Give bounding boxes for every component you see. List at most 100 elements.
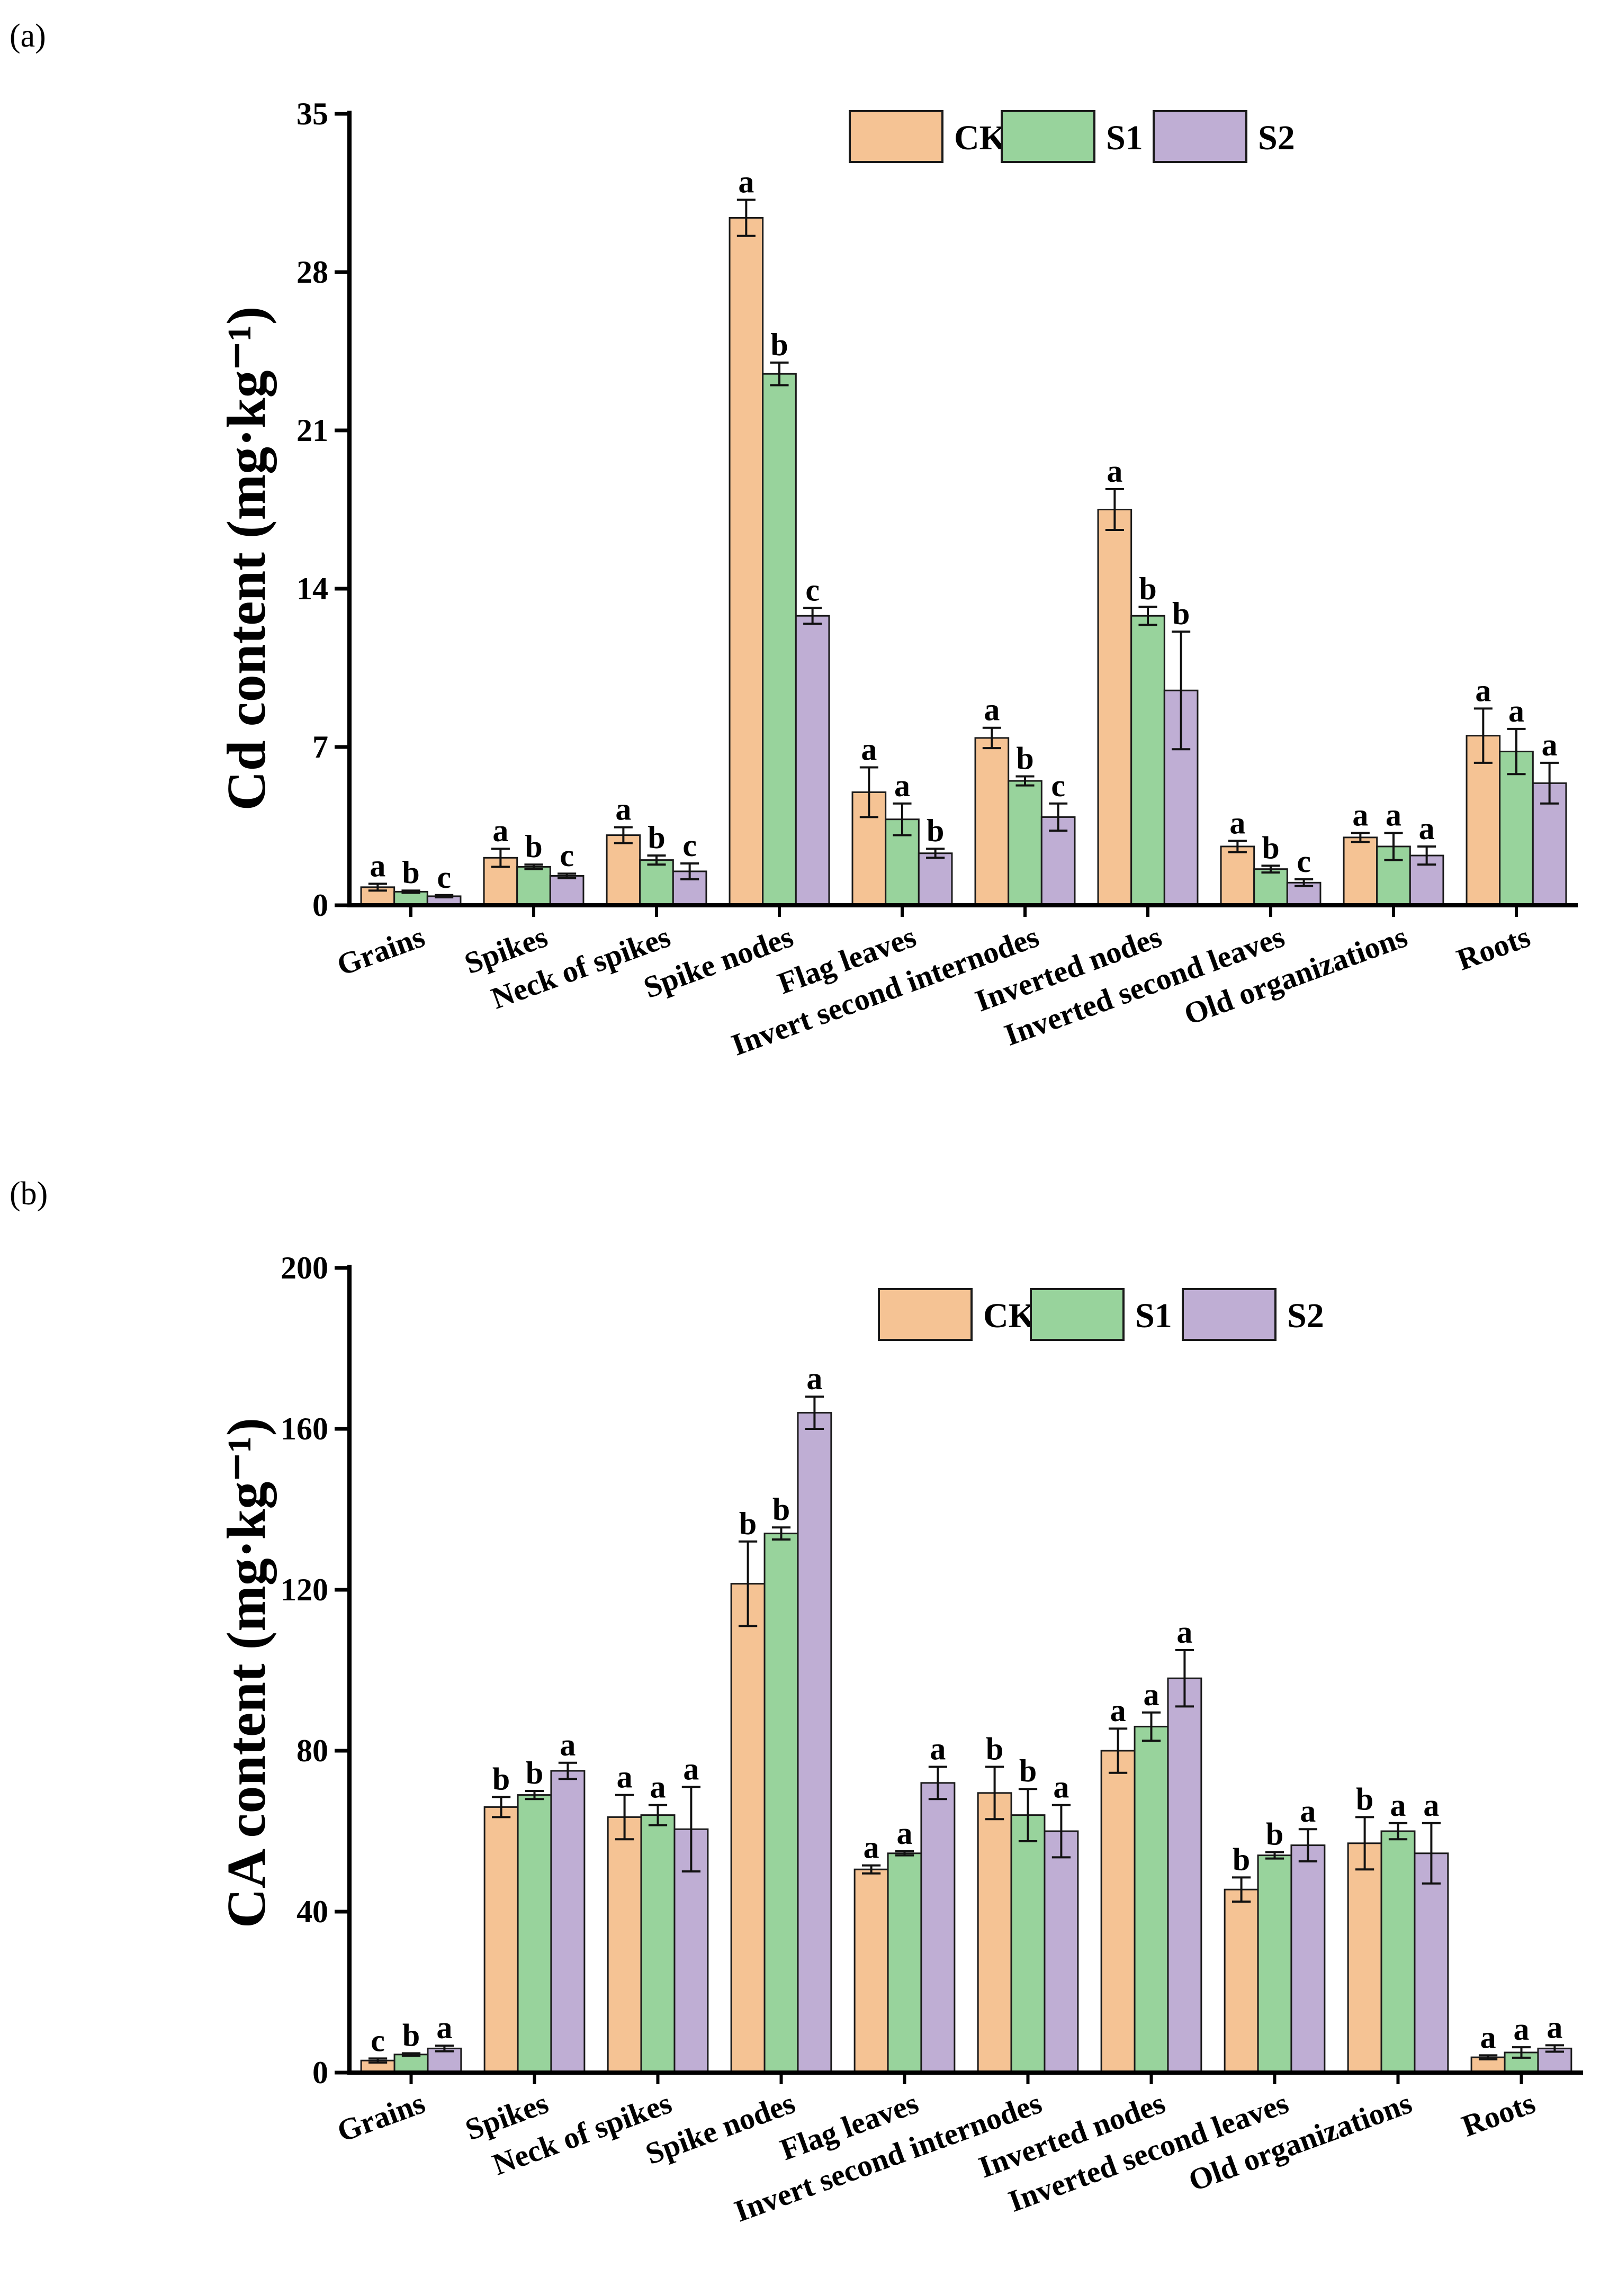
bar-a-S2-1 [549, 875, 585, 906]
bar-a-CK-2 [606, 834, 641, 906]
x-category-label-a-9: Roots [1452, 919, 1534, 977]
error-bar-b-S1-3 [771, 1526, 791, 1541]
bar-b-CK-4 [853, 1868, 889, 2074]
error-bar-b-S1-0 [401, 2052, 421, 2057]
error-bar-a-CK-8 [1351, 832, 1370, 843]
y-tick-label-b-3: 120 [281, 1572, 328, 1607]
sig-letter-b-S2-5: a [1053, 1770, 1069, 1805]
error-bar-a-CK-5 [982, 726, 1001, 750]
sig-letter-b-CK-7: b [1233, 1842, 1250, 1877]
legend-swatch-b-S2[interactable] [1182, 1288, 1277, 1341]
sig-letter-a-S2-6: b [1172, 596, 1190, 631]
bar-b-CK-1 [483, 1806, 519, 2074]
sig-letter-b-S2-1: a [560, 1727, 576, 1762]
error-bar-a-S2-8 [1417, 845, 1436, 866]
error-bar-b-S2-9 [1545, 2044, 1565, 2053]
error-bar-b-S2-6 [1175, 1649, 1194, 1708]
sig-letter-a-S1-7: b [1262, 830, 1279, 865]
error-bar-b-S1-2 [648, 1804, 668, 1826]
sig-letter-a-CK-5: a [984, 692, 1000, 727]
sig-letter-a-CK-9: a [1475, 673, 1491, 708]
error-bar-b-CK-5 [985, 1766, 1004, 1821]
sig-letter-a-CK-8: a [1352, 797, 1368, 832]
sig-letter-a-S2-4: b [927, 813, 944, 848]
sig-letter-a-S1-4: a [894, 768, 910, 803]
sig-letter-b-CK-9: a [1480, 2020, 1496, 2055]
error-bar-b-CK-6 [1108, 1727, 1128, 1774]
error-bar-b-S1-6 [1141, 1711, 1161, 1742]
legend-swatch-a-CK[interactable] [849, 110, 943, 163]
sig-letter-a-S1-9: a [1508, 694, 1524, 728]
bar-b-S2-5 [1044, 1830, 1079, 2074]
error-bar-a-CK-4 [859, 766, 878, 818]
bar-b-S1-6 [1134, 1725, 1169, 2074]
y-axis-label-b: CA content (mg·kg⁻¹) [216, 1418, 277, 1928]
sig-letter-a-S2-8: a [1419, 811, 1435, 846]
sig-letter-a-S1-6: b [1139, 571, 1156, 606]
x-category-label-a-0: Grains [332, 919, 429, 983]
bar-b-S2-1 [550, 1770, 586, 2074]
bar-b-CK-2 [607, 1816, 642, 2074]
error-bar-a-S1-6 [1138, 606, 1157, 626]
error-bar-a-S1-8 [1384, 832, 1403, 861]
y-tick-label-b-0: 0 [312, 2055, 328, 2090]
error-bar-a-S2-6 [1172, 631, 1191, 751]
error-bar-a-CK-7 [1228, 840, 1247, 853]
legend-swatch-a-S1[interactable] [1001, 110, 1095, 163]
error-bar-b-S2-0 [435, 2045, 454, 2052]
bar-b-S1-1 [517, 1794, 552, 2074]
bar-b-S2-6 [1167, 1677, 1202, 2074]
legend-label-b-CK: CK [983, 1296, 1036, 1335]
legend-swatch-a-S2[interactable] [1153, 110, 1247, 163]
error-bar-a-S1-4 [893, 802, 912, 836]
legend-label-b-S1: S1 [1135, 1296, 1172, 1335]
y-tick-label-b-1: 40 [296, 1894, 328, 1929]
bar-a-CK-6 [1097, 509, 1132, 906]
sig-letter-a-S2-9: a [1542, 727, 1558, 762]
error-bar-b-S2-8 [1422, 1822, 1441, 1885]
y-tick-label-b-2: 80 [296, 1733, 328, 1768]
bar-b-S1-7 [1257, 1854, 1292, 2074]
sig-letter-b-S1-0: b [402, 2018, 420, 2053]
bar-a-S1-1 [516, 866, 551, 906]
error-bar-b-S2-7 [1298, 1828, 1318, 1862]
error-bar-a-S1-9 [1507, 727, 1526, 776]
error-bar-a-S1-5 [1015, 775, 1035, 787]
bar-a-S1-6 [1130, 615, 1165, 906]
bar-b-S1-0 [393, 2054, 429, 2074]
legend-label-a-CK: CK [954, 119, 1006, 157]
error-bar-a-S2-7 [1295, 878, 1314, 887]
legend-a[interactable]: CK S1 S2 [849, 110, 1295, 163]
error-bar-b-S1-9 [1512, 2046, 1531, 2059]
error-bar-b-CK-0 [368, 2057, 388, 2064]
bar-b-S2-7 [1290, 1844, 1326, 2074]
legend-label-a-S2: S2 [1258, 119, 1295, 157]
bar-b-S1-3 [763, 1533, 799, 2074]
legend-swatch-b-S1[interactable] [1030, 1288, 1125, 1341]
y-tick-label-b-4: 160 [281, 1411, 328, 1446]
error-bar-a-S2-5 [1049, 802, 1068, 832]
bar-a-CK-5 [974, 737, 1010, 906]
sig-letter-a-S2-0: c [437, 860, 451, 895]
sig-letter-a-S1-2: b [648, 820, 665, 855]
legend-b[interactable]: CK S1 S2 [878, 1288, 1324, 1341]
error-bar-b-S1-8 [1388, 1822, 1408, 1841]
y-tick-label-a-4: 28 [296, 255, 328, 290]
bar-a-S2-9 [1532, 782, 1567, 906]
bar-b-S2-3 [797, 1412, 832, 2074]
bar-b-CK-3 [730, 1583, 766, 2074]
sig-letter-b-S1-8: a [1390, 1788, 1406, 1823]
error-bar-b-S2-3 [805, 1395, 824, 1430]
error-bar-b-S2-4 [928, 1766, 948, 1800]
error-bar-b-CK-3 [738, 1540, 758, 1627]
sig-letter-b-S2-8: a [1423, 1788, 1439, 1823]
bar-a-S1-3 [762, 373, 797, 906]
error-bar-b-S2-2 [681, 1786, 701, 1872]
bar-a-S2-4 [918, 852, 953, 906]
legend-swatch-b-CK[interactable] [878, 1288, 973, 1341]
panel-label-b: (b) [10, 1176, 48, 1212]
error-bar-a-CK-9 [1473, 707, 1493, 764]
x-category-label-b-9: Roots [1457, 2085, 1539, 2144]
sig-letter-b-S2-3: a [806, 1361, 822, 1396]
sig-letter-b-S2-2: a [683, 1751, 699, 1786]
